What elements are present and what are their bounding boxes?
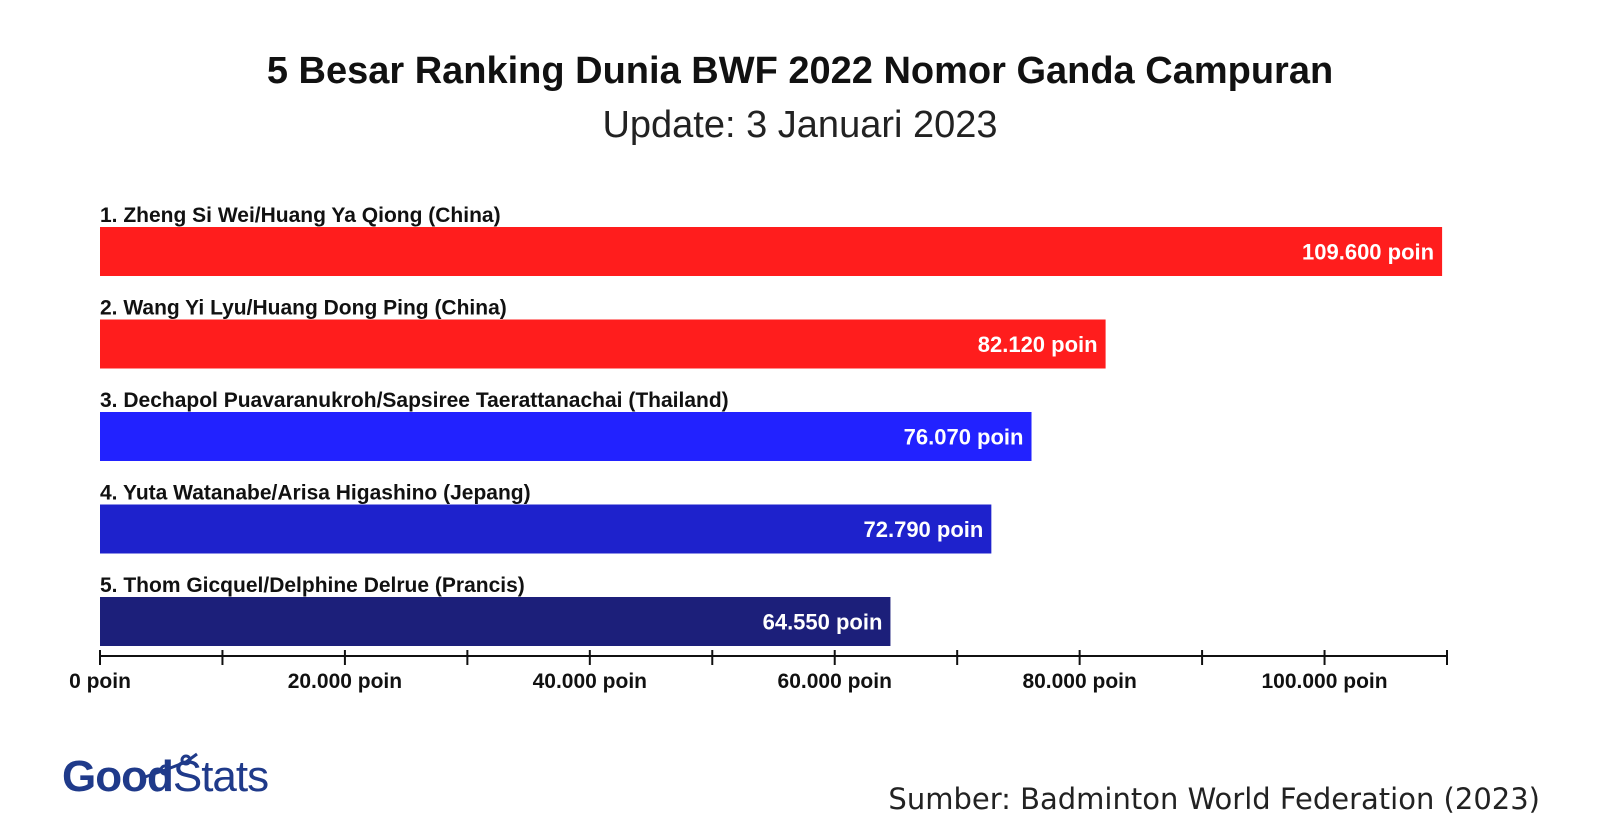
logo-graph-icon [141, 752, 198, 780]
bar-chart: 1. Zheng Si Wei/Huang Ya Qiong (China) 10… [69, 204, 1448, 693]
bar-category-label: 2. Wang Yi Lyu/Huang Dong Ping (China) [100, 297, 507, 320]
x-axis-tick-label: 80.000 poin [1022, 670, 1136, 693]
bar-category-label: 1. Zheng Si Wei/Huang Ya Qiong (China) [100, 204, 501, 227]
x-axis-tick-label: 60.000 poin [778, 670, 892, 693]
bar-value-label: 72.790 poin [864, 517, 984, 542]
logo-part-good: Good [62, 752, 174, 801]
chart-subtitle: Update: 3 Januari 2023 [602, 104, 998, 146]
bar [100, 319, 1106, 369]
bar-value-label: 76.070 poin [904, 425, 1024, 450]
bar [100, 227, 1443, 276]
bar-value-label: 82.120 poin [978, 332, 1098, 357]
bar-category-label: 4. Yuta Watanabe/Arisa Higashino (Jepang… [100, 482, 531, 505]
bar-value-label: 64.550 poin [763, 610, 883, 635]
goodstats-logo: GoodStats [62, 748, 302, 808]
bar-category-label: 3. Dechapol Puavaranukroh/Sapsiree Taera… [100, 389, 729, 412]
chart-title: 5 Besar Ranking Dunia BWF 2022 Nomor Gan… [266, 50, 1334, 92]
x-axis-tick-label: 40.000 poin [533, 670, 647, 693]
x-axis-tick-label: 0 poin [69, 670, 131, 693]
x-axis-tick-label: 20.000 poin [288, 670, 402, 693]
source-note: Sumber: Badminton World Federation (2023… [888, 782, 1540, 816]
logo-text: GoodStats [62, 752, 269, 802]
bar [100, 412, 1032, 461]
logo-part-stats: Stats [172, 752, 269, 801]
bar-category-label: 5. Thom Gicquel/Delphine Delrue (Prancis… [100, 574, 525, 597]
x-axis-tick-label: 100.000 poin [1262, 670, 1388, 693]
bar [100, 597, 891, 646]
bar-value-label: 109.600 poin [1302, 240, 1434, 265]
bar [100, 504, 992, 554]
